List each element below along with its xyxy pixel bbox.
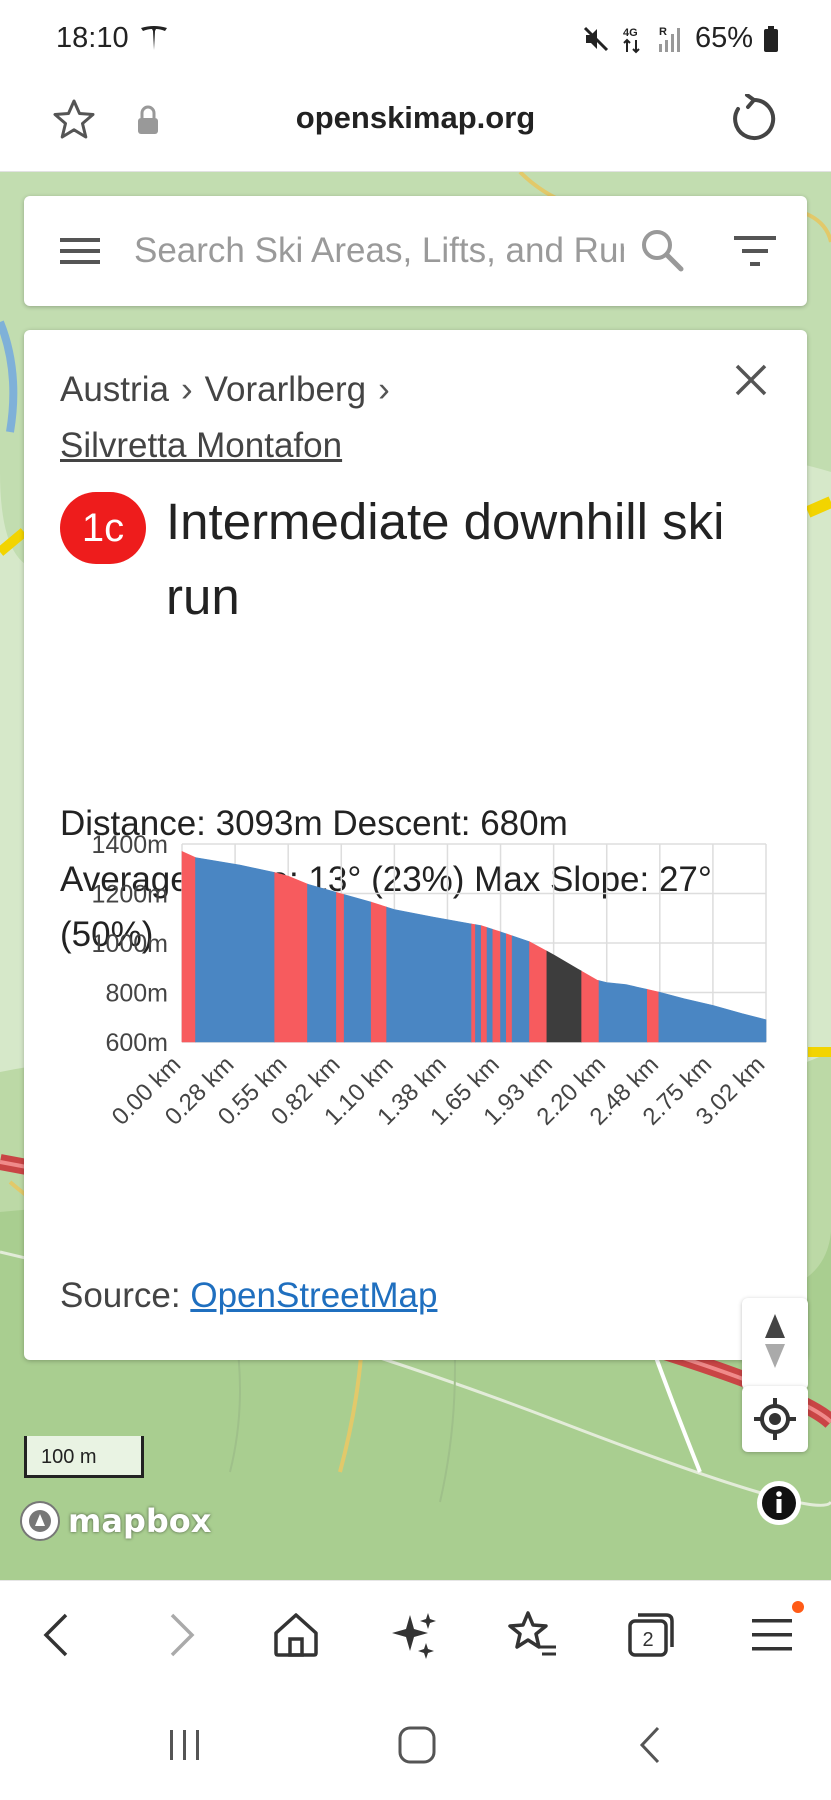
chart-segment-steep xyxy=(370,901,387,1043)
browser-toolbar: 2 xyxy=(0,1580,831,1690)
breadcrumb-separator: › xyxy=(378,370,390,409)
notification-dot xyxy=(792,1601,804,1613)
chart-y-tick-label: 800m xyxy=(105,980,168,1008)
chart-segment-steep xyxy=(646,989,660,1043)
home-icon[interactable] xyxy=(268,1607,324,1663)
tabs-icon[interactable]: 2 xyxy=(622,1607,678,1663)
chart-y-tick-label: 600m xyxy=(105,1029,168,1057)
chart-segment-steep xyxy=(336,891,345,1043)
chart-segment-moderate xyxy=(511,935,530,1043)
home-button-icon[interactable] xyxy=(392,1720,442,1770)
svg-text:4G: 4G xyxy=(623,27,638,39)
chart-y-tick-label: 1200m xyxy=(92,881,168,909)
run-title: Intermediate downhill ski run xyxy=(166,493,725,625)
openstreetmap-link[interactable]: OpenStreetMap xyxy=(190,1276,438,1315)
filter-icon[interactable] xyxy=(732,232,778,270)
source-attribution: Source: OpenStreetMap xyxy=(60,1276,437,1316)
chart-segment-steep xyxy=(480,925,488,1043)
breadcrumb-separator: › xyxy=(180,370,193,409)
chart-segment-moderate xyxy=(386,906,472,1043)
search-input[interactable] xyxy=(134,224,624,278)
breadcrumb: Austria › Vorarlberg › xyxy=(60,370,402,410)
svg-text:R: R xyxy=(659,26,667,38)
breadcrumb-item-region[interactable]: Vorarlberg xyxy=(204,370,367,409)
mapbox-logo[interactable]: mapbox xyxy=(18,1498,211,1544)
chart-segment-very-steep xyxy=(546,950,582,1043)
system-back-icon[interactable] xyxy=(626,1720,676,1770)
network-4g-icon: 4G xyxy=(623,27,640,53)
run-info-card: Austria › Vorarlberg › Silvretta Montafon 1… xyxy=(24,330,807,1360)
status-bar: 18:10 4G R 65% xyxy=(0,0,831,80)
chart-segment-steep xyxy=(471,923,476,1043)
chart-segment-steep xyxy=(581,970,600,1043)
chart-segment-steep xyxy=(181,850,196,1043)
chart-segment-steep xyxy=(274,872,308,1043)
mapbox-wordmark: mapbox xyxy=(68,1502,212,1540)
mapbox-icon xyxy=(20,1501,60,1541)
mute-icon xyxy=(583,26,609,51)
compass-icon xyxy=(765,1314,785,1368)
bookmark-star-icon[interactable] xyxy=(50,96,98,144)
locate-me-button[interactable] xyxy=(742,1386,808,1452)
chart-segment-moderate xyxy=(475,924,482,1043)
breadcrumb-item-country[interactable]: Austria xyxy=(60,370,169,409)
chart-segment-steep xyxy=(492,928,501,1043)
chart-segment-moderate xyxy=(486,927,494,1043)
chart-segment-moderate xyxy=(307,883,337,1043)
info-icon[interactable] xyxy=(754,1478,804,1528)
status-time: 18:10 xyxy=(56,22,129,54)
menu-icon[interactable] xyxy=(744,1607,800,1663)
distance-descent-text: Distance: 3093m Descent: 680m xyxy=(60,804,568,843)
chart-segment-steep xyxy=(506,933,513,1043)
hamburger-menu-icon[interactable] xyxy=(58,234,102,268)
battery-icon xyxy=(764,25,778,52)
system-nav-bar xyxy=(0,1690,831,1800)
resort-link[interactable]: Silvretta Montafon xyxy=(60,426,343,465)
browser-url-bar: openskimap.org xyxy=(0,80,831,172)
search-box xyxy=(24,196,807,306)
chart-segment-moderate xyxy=(343,894,372,1043)
url-text[interactable]: openskimap.org xyxy=(295,100,536,135)
map-view[interactable]: Austria › Vorarlberg › Silvretta Montafon 1… xyxy=(0,172,831,1580)
chart-segment-moderate xyxy=(598,980,648,1043)
run-number-badge: 1c xyxy=(60,492,146,564)
chart-y-tick-label: 1400m xyxy=(92,831,168,859)
chart-segment-moderate xyxy=(658,991,767,1043)
lock-icon[interactable] xyxy=(134,104,162,136)
slope-text: Average Slope: 13° (23%) Max Slope: 27° … xyxy=(60,860,712,954)
chart-segment-moderate xyxy=(195,857,275,1043)
svg-text:2: 2 xyxy=(642,1629,653,1651)
compass-button[interactable] xyxy=(742,1298,808,1390)
source-label: Source: xyxy=(60,1276,191,1315)
search-icon[interactable] xyxy=(638,226,686,274)
chart-segment-steep xyxy=(529,941,548,1043)
close-icon[interactable] xyxy=(731,360,771,400)
battery-percent: 65% xyxy=(694,22,753,54)
map-scale-bar: 100 m xyxy=(24,1436,144,1478)
ai-sparkle-icon[interactable] xyxy=(386,1607,442,1663)
forward-icon[interactable] xyxy=(152,1607,208,1663)
locate-icon xyxy=(754,1398,796,1440)
status-indicators: 4G R 65% xyxy=(581,22,779,55)
chart-segment-moderate xyxy=(500,931,507,1043)
back-icon[interactable] xyxy=(30,1607,86,1663)
tesla-icon xyxy=(141,26,167,50)
chart-y-tick-label: 1000m xyxy=(92,930,168,958)
reload-icon[interactable] xyxy=(729,94,779,144)
bookmarks-icon[interactable] xyxy=(504,1607,560,1663)
recent-apps-icon[interactable] xyxy=(160,1720,210,1770)
signal-icon: R xyxy=(658,26,680,52)
